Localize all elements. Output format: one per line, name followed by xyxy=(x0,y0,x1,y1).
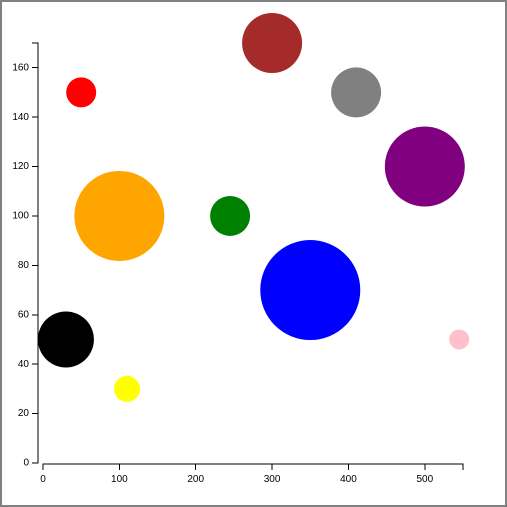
data-point xyxy=(210,195,251,236)
x-axis: 0 100 200 300 400 500 xyxy=(40,463,464,485)
data-point xyxy=(384,126,465,207)
data-point xyxy=(37,311,94,368)
data-point xyxy=(114,375,140,402)
x-tick-label: 100 xyxy=(111,474,128,485)
y-tick-label: 60 xyxy=(18,309,30,320)
y-tick-label: 0 xyxy=(23,458,29,469)
y-axis: 0 20 40 60 80 100 120 140 160 xyxy=(12,42,39,469)
data-point xyxy=(449,329,470,350)
y-tick-label: 100 xyxy=(12,211,29,222)
data-point xyxy=(66,77,97,108)
x-axis-line xyxy=(42,463,464,470)
y-axis-line xyxy=(32,42,39,464)
data-point xyxy=(74,170,165,261)
x-tick-label: 200 xyxy=(187,474,204,485)
x-tick-label: 500 xyxy=(416,474,433,485)
y-tick-label: 20 xyxy=(18,408,30,419)
y-tick-label: 40 xyxy=(18,359,30,370)
y-tick-label: 140 xyxy=(12,112,29,123)
x-tick-label: 0 xyxy=(40,474,46,485)
points-layer xyxy=(37,13,470,402)
y-tick-label: 120 xyxy=(12,161,29,172)
y-tick-label: 160 xyxy=(12,62,29,73)
y-tick-label: 80 xyxy=(18,260,30,271)
x-tick-label: 400 xyxy=(340,474,357,485)
data-point xyxy=(331,67,382,118)
x-tick-label: 300 xyxy=(264,474,281,485)
data-point xyxy=(260,240,361,341)
data-point xyxy=(242,13,303,73)
